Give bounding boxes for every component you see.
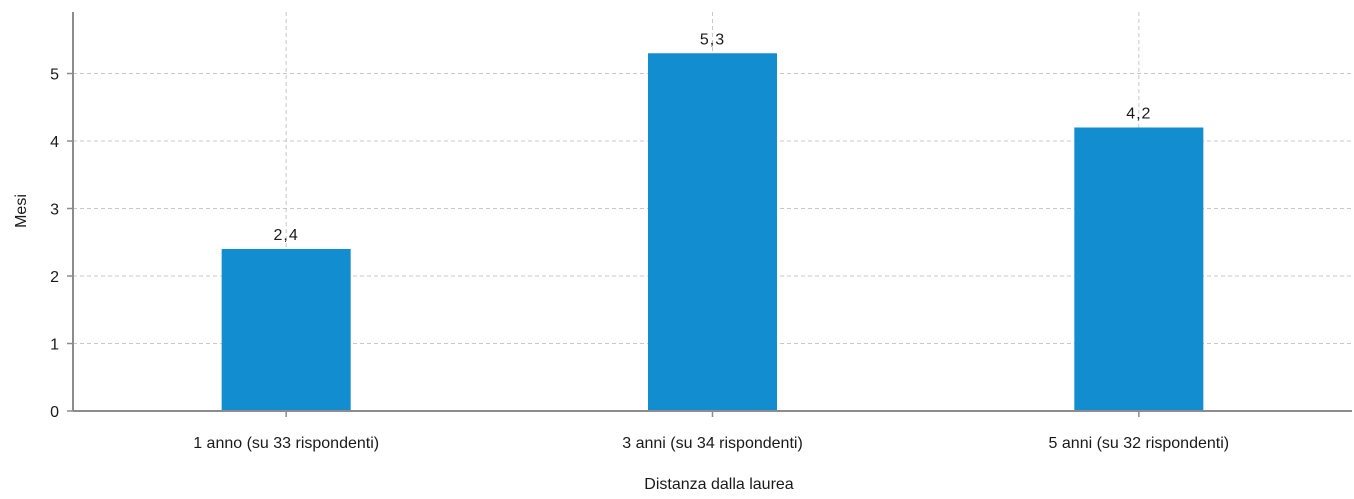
data-label-1: 2,4 (274, 227, 299, 244)
axes-layer (67, 12, 1352, 417)
bar-1 (221, 249, 351, 411)
x-axis-title: Distanza dalla laurea (644, 476, 794, 493)
y-tick-label: 1 (50, 337, 59, 354)
x-tick-label-1: 1 anno (su 33 rispondenti) (193, 435, 379, 452)
y-axis-title: Mesi (13, 194, 30, 228)
bar-3 (1074, 127, 1204, 411)
x-tick-label-2: 3 anni (su 34 rispondenti) (622, 435, 803, 452)
labels-layer: 0 1 2 3 4 5 2,4 1 anno (su 33 rispondenti) 5,3 3 … (50, 31, 1229, 452)
x-tick-label-3: 5 anni (su 32 rispondenti) (1049, 435, 1230, 452)
y-tick-label: 2 (50, 269, 59, 286)
data-label-3: 4,2 (1126, 106, 1151, 123)
y-tick-label: 0 (50, 404, 59, 421)
y-tick-label: 4 (50, 134, 59, 151)
data-label-2: 5,3 (700, 31, 725, 48)
bar-2 (648, 53, 777, 411)
y-tick-label: 5 (50, 67, 59, 84)
y-tick-label: 3 (50, 202, 59, 219)
bars-layer (221, 53, 1204, 411)
